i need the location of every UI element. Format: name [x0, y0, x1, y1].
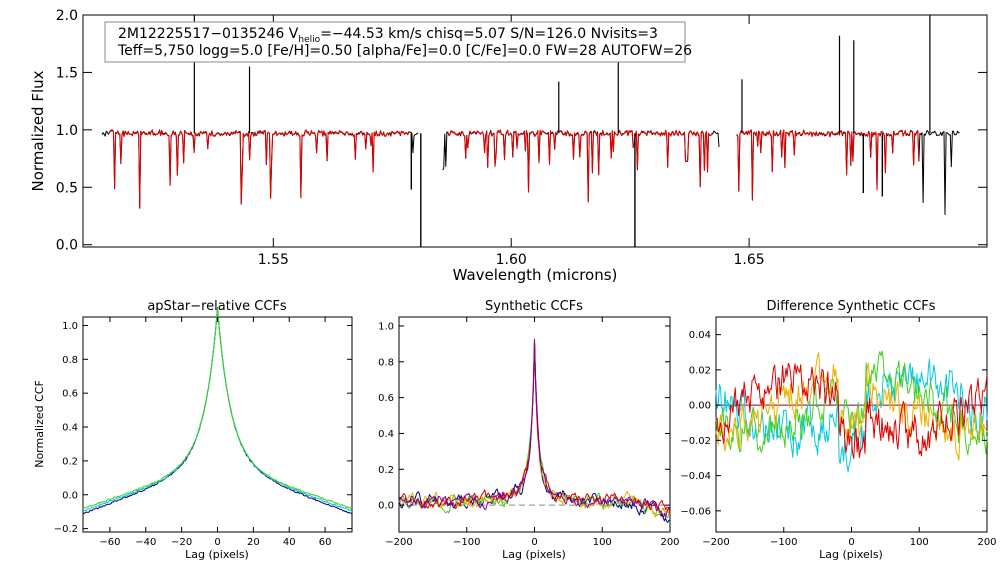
apstar-ccf-series-1 — [82, 307, 353, 515]
synthetic-ccf-xtick-label: −100 — [453, 537, 480, 548]
synthetic-ccf-series-4 — [398, 340, 671, 515]
diff-ccf-series-4 — [715, 362, 988, 459]
difference-ccf-ticks: −200 −100 0 100 200 −0.06 −0.04 −0.02 0.00 0.02 0.… — [680, 317, 997, 548]
synthetic-ccf-ytick-label: 0.0 — [378, 501, 394, 512]
apstar-ccf-xlabel: Lag (pixels) — [185, 548, 249, 561]
apstar-ccf-xtick-label: −20 — [171, 537, 192, 548]
diff-ccf-ytick-label: 0.04 — [689, 330, 711, 341]
spectrum-ylabel: Normalized Flux — [29, 70, 47, 191]
apstar-ccf-series-2 — [82, 308, 353, 513]
synthetic-ccf-series-3 — [398, 340, 671, 518]
apstar-ccf-ticks: −60 −40 −20 0 20 40 60 −0.2 0.0 0.2 0.4 0.6 0.8 1.0 — [54, 317, 352, 548]
diff-ccf-series-3 — [715, 352, 988, 461]
synthetic-ccf-title: Synthetic CCFs — [485, 299, 583, 314]
apstar-ccf-xtick-label: 20 — [247, 537, 260, 548]
synthetic-ccf-panel: −200 −100 0 100 200 0.0 0.2 0.4 0.6 0.8 1.0 Synthe… — [378, 299, 679, 561]
diff-ccf-xtick-label: −100 — [770, 537, 797, 548]
spectrum-model-chip-1 — [107, 129, 412, 209]
apstar-ccf-xtick-label: −60 — [99, 537, 120, 548]
spectrum-ytick-label: 0.0 — [56, 238, 78, 254]
spectrum-xtick-label: 1.60 — [496, 252, 527, 268]
apstar-ccf-xtick-label: 40 — [283, 537, 296, 548]
apstar-ccf-series-group — [82, 307, 353, 515]
diff-ccf-ytick-label: 0.00 — [689, 401, 711, 412]
spectrum-model-chip-2 — [447, 129, 714, 203]
spectrum-model-chip-3 — [736, 129, 920, 200]
apstar-ccf-ytick-label: 0.0 — [62, 490, 78, 501]
info-line-1-subscript: helio — [298, 35, 320, 45]
diff-ccf-ytick-label: 0.02 — [689, 365, 711, 376]
spectrum-plot-frame — [82, 14, 988, 248]
synthetic-ccf-ticks: −200 −100 0 100 200 0.0 0.2 0.4 0.6 0.8 1.0 — [378, 317, 680, 548]
difference-ccf-title: Difference Synthetic CCFs — [766, 299, 935, 314]
difference-ccf-panel: −200 −100 0 100 200 −0.06 −0.04 −0.02 0.00 0.02 0.… — [680, 299, 996, 561]
spectrum-xtick-label: 1.65 — [734, 252, 765, 268]
apstar-ccf-ytick-label: 1.0 — [62, 321, 78, 332]
synthetic-ccf-series-group — [398, 338, 671, 523]
spectrum-ytick-label: 2.0 — [56, 8, 78, 24]
info-line-1-suffix: =−44.53 km/s chisq=5.07 S/N=126.0 Nvisit… — [320, 26, 658, 42]
spectrum-ytick-label: 1.0 — [56, 123, 78, 139]
spectrum-observed-chip-3 — [736, 130, 960, 215]
synthetic-ccf-xtick-label: 200 — [660, 537, 679, 548]
apstar-ccf-frame — [82, 316, 353, 533]
apstar-ccf-xtick-label: 0 — [214, 537, 220, 548]
apstar-ccf-ytick-label: −0.2 — [54, 524, 78, 535]
synthetic-ccf-series-5 — [398, 338, 671, 519]
synthetic-ccf-ytick-label: 0.2 — [378, 465, 394, 476]
apstar-ccf-xtick-label: −40 — [135, 537, 156, 548]
diff-ccf-ytick-label: −0.06 — [680, 506, 711, 517]
diff-ccf-xtick-label: 0 — [848, 537, 854, 548]
info-box — [104, 21, 686, 63]
spectrum-xlabel: Wavelength (microns) — [453, 266, 618, 284]
synthetic-ccf-xtick-label: −200 — [385, 537, 412, 548]
apstar-ccf-ylabel: Normalized CCF — [33, 380, 46, 468]
diff-ccf-xtick-label: 100 — [910, 537, 929, 548]
difference-ccf-xlabel: Lag (pixels) — [819, 548, 883, 561]
apstar-ccf-series-3 — [82, 308, 353, 510]
diff-ccf-xtick-label: 200 — [977, 537, 996, 548]
apstar-ccf-ytick-label: 0.6 — [62, 389, 78, 400]
diff-ccf-ytick-label: −0.02 — [680, 436, 711, 447]
synthetic-ccf-series-2 — [398, 340, 671, 519]
difference-ccf-series-group — [715, 350, 988, 472]
info-line-1: 2M12225517−0135246 Vhelio=−44.53 km/s ch… — [118, 26, 658, 45]
spectrum-panel: 1.55 1.60 1.65 0.0 0.5 1.0 1.5 2.0 2M12225517−0… — [29, 8, 988, 284]
spectrum-ticks: 1.55 1.60 1.65 0.0 0.5 1.0 1.5 2.0 — [56, 8, 987, 268]
info-line-2: Teff=5,750 logg=5.0 [Fe/H]=0.50 [alpha/F… — [117, 43, 692, 59]
info-line-1-prefix: 2M12225517−0135246 V — [118, 26, 299, 42]
diff-ccf-xtick-label: −200 — [702, 537, 729, 548]
spectrum-ytick-label: 1.5 — [56, 65, 78, 81]
diff-ccf-ytick-label: −0.04 — [680, 471, 711, 482]
synthetic-ccf-xtick-label: 0 — [531, 537, 537, 548]
apstar-ccf-ytick-label: 0.2 — [62, 456, 78, 467]
apstar-ccf-ytick-label: 0.8 — [62, 355, 78, 366]
synthetic-ccf-ytick-label: 0.6 — [378, 393, 394, 404]
spectrum-xtick-label: 1.55 — [258, 252, 289, 268]
synthetic-ccf-ytick-label: 0.4 — [378, 429, 394, 440]
apstar-ccf-panel: −60 −40 −20 0 20 40 60 −0.2 0.0 0.2 0.4 0.6 0.8 1.0 a… — [33, 299, 353, 561]
spectrum-ytick-label: 0.5 — [56, 180, 78, 196]
apstar-ccf-title: apStar−relative CCFs — [147, 299, 287, 314]
apstar-ccf-ytick-label: 0.4 — [62, 423, 78, 434]
synthetic-ccf-xtick-label: 100 — [593, 537, 612, 548]
synthetic-ccf-ytick-label: 1.0 — [378, 321, 394, 332]
synthetic-ccf-ytick-label: 0.8 — [378, 357, 394, 368]
synthetic-ccf-xlabel: Lag (pixels) — [502, 548, 566, 561]
apstar-ccf-xtick-label: 60 — [319, 537, 332, 548]
